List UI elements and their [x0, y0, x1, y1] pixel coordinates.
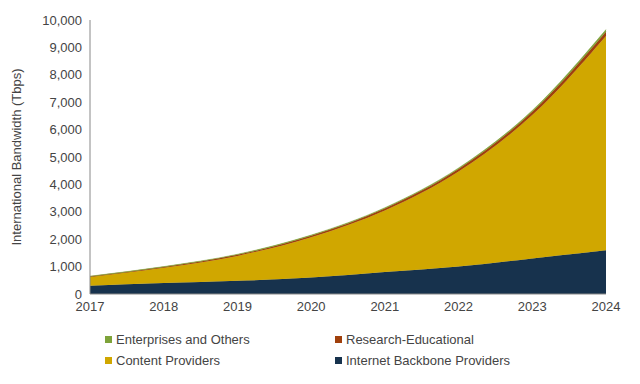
html-text:Internet Backbone Providers: Internet Backbone Providers [346, 353, 510, 368]
svg-text:10,000: 10,000 [42, 13, 82, 28]
svg-text:3,000: 3,000 [49, 204, 82, 219]
svg-text:2017: 2017 [75, 299, 105, 315]
svg-text:8,000: 8,000 [49, 67, 82, 82]
html-text:Content Providers: Content Providers [116, 353, 221, 368]
svg-text:2,000: 2,000 [49, 232, 82, 247]
svg-text:1,000: 1,000 [49, 259, 82, 274]
svg-text:2018: 2018 [149, 299, 178, 314]
svg-text:2024: 2024 [592, 299, 621, 314]
svg-text:5,000: 5,000 [49, 150, 82, 165]
svg-text:0: 0 [75, 287, 82, 302]
svg-text:6,000: 6,000 [49, 122, 82, 137]
svg-text:2019: 2019 [223, 299, 252, 314]
svg-text:9,000: 9,000 [49, 40, 82, 55]
svg-text:2023: 2023 [518, 299, 547, 314]
html-text:Research-Educational: Research-Educational [346, 332, 474, 347]
svg-text:4,000: 4,000 [49, 177, 82, 192]
svg-text:2022: 2022 [444, 299, 473, 314]
html-text:Enterprises and Others: Enterprises and Others [116, 332, 250, 347]
svg-text:7,000: 7,000 [49, 95, 82, 110]
svg-text:2021: 2021 [370, 299, 399, 314]
svg-text:2020: 2020 [297, 299, 326, 314]
svg-text:International Bandwidth (Tbps): International Bandwidth (Tbps) [9, 68, 24, 245]
